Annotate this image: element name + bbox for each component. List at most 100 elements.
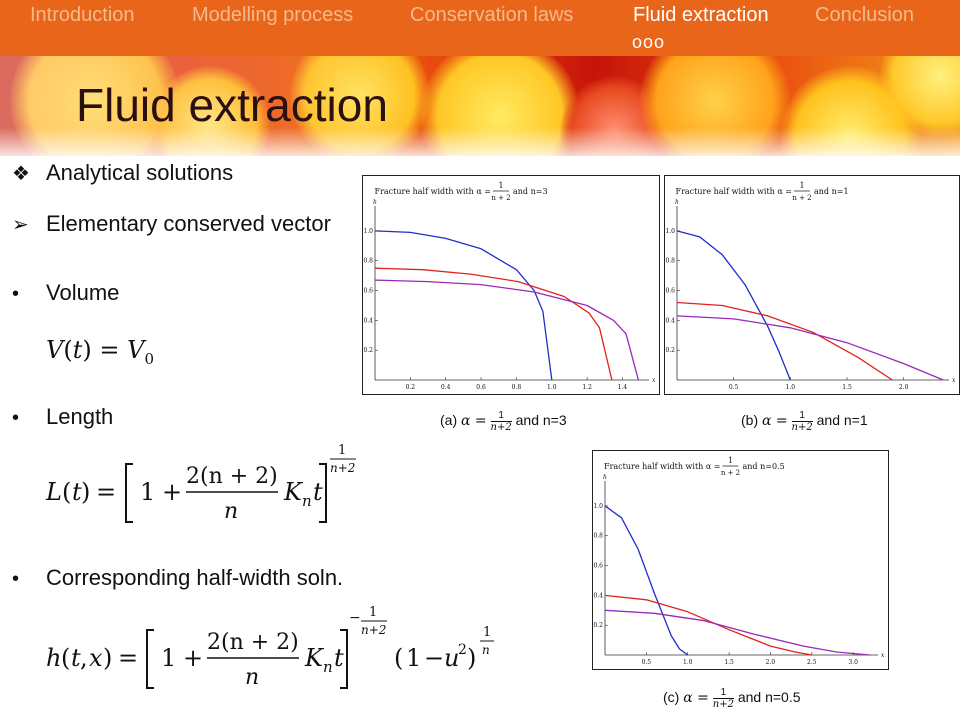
bullet-label: Volume (46, 280, 120, 305)
svg-text:x: x (89, 644, 103, 672)
y-tick-label: 1.0 (665, 228, 675, 235)
y-tick-label: 0.4 (593, 592, 603, 599)
x-tick-label: 1.4 (618, 384, 628, 391)
slide-progress-dots: ooo (632, 32, 666, 52)
y-tick-label: 0.2 (363, 347, 373, 354)
chart-title-text: and n=3 (513, 187, 548, 196)
svg-text:n+2: n+2 (330, 461, 355, 475)
series-line-1 (374, 230, 553, 381)
svg-text:(: ( (61, 644, 70, 672)
chart-svg: Fracture half width with α = 1 n + 2 and n… (593, 456, 885, 666)
nav-item-fluid-extraction[interactable]: Fluid extraction (633, 4, 769, 26)
svg-text:−: − (424, 644, 444, 672)
nav-item-introduction[interactable]: Introduction (30, 4, 135, 26)
y-tick-label: 0.4 (363, 317, 373, 324)
bullet-label: Length (46, 404, 114, 429)
chart-title-fraction-num: 1 (799, 181, 804, 190)
y-tick-label: 1.0 (593, 503, 603, 510)
bullet-volume: • Volume (12, 280, 119, 306)
x-tick-label: 1.0 (547, 384, 557, 391)
chart-title: Fracture half width with α = 1 n + 2 and n… (375, 181, 548, 202)
svg-text:): ) (103, 644, 112, 672)
chart-title-text: Fracture half width with α = (676, 187, 792, 196)
svg-text:2: 2 (458, 642, 467, 658)
svg-text:K: K (283, 478, 304, 506)
x-tick-label: 0.8 (512, 384, 522, 391)
nav-item-conservation-laws[interactable]: Conservation laws (410, 4, 574, 26)
svg-text:t: t (313, 478, 323, 506)
y-tick-label: 0.8 (363, 258, 373, 265)
x-tick-label: 0.5 (642, 659, 652, 666)
svg-text:1: 1 (369, 606, 377, 620)
svg-text:1: 1 (161, 644, 176, 672)
y-tick-label: 0.8 (593, 533, 603, 540)
svg-text:): ) (467, 644, 476, 672)
x-tick-label: 0.6 (476, 384, 486, 391)
series-line-2 (676, 301, 893, 381)
y-tick-label: 0.2 (665, 347, 675, 354)
svg-text:=: = (118, 644, 138, 672)
svg-text:u: u (444, 644, 459, 672)
x-tick-label: 2.0 (766, 659, 776, 666)
chart-title-fraction-den: n + 2 (792, 194, 811, 202)
chart-title: Fracture half width with α = 1 n + 2 and n… (604, 456, 785, 477)
nav-item-modelling-process[interactable]: Modelling process (192, 4, 354, 26)
x-tick-label: 2.5 (807, 659, 817, 666)
equation-volume: V(t) = V0 (46, 336, 155, 368)
x-tick-label: 0.4 (441, 384, 451, 391)
chart-title-fraction-num: 1 (498, 181, 503, 190)
y-tick-label: 0.6 (593, 563, 603, 570)
equation-half-width: h ( t , x ) = 1 + 2(n + 2) n K n t − 1 n… (46, 606, 494, 690)
svg-text:L: L (45, 478, 62, 506)
series-line-3 (676, 315, 944, 381)
series-line-2 (374, 267, 613, 381)
svg-text:n: n (224, 499, 238, 524)
series-line-3 (374, 279, 640, 381)
x-axis-label: x (881, 652, 885, 659)
chart-title-fraction-den: n + 2 (721, 469, 740, 477)
svg-text:n: n (302, 492, 312, 510)
svg-text:+: + (162, 478, 182, 506)
chart-title: Fracture half width with α = 1 n + 2 and n… (676, 181, 849, 202)
x-tick-label: 1.5 (724, 659, 734, 666)
x-tick-label: 1.0 (786, 384, 796, 391)
svg-text:n: n (482, 643, 490, 657)
svg-text:1: 1 (406, 644, 421, 672)
svg-text:−: − (349, 610, 361, 626)
svg-text:(: ( (62, 478, 71, 506)
y-axis-label: h (675, 199, 679, 206)
svg-text:(: ( (394, 644, 403, 672)
x-tick-label: 0.2 (406, 384, 416, 391)
series-line-1 (604, 505, 689, 656)
y-axis-label: h (603, 474, 607, 481)
svg-text:1: 1 (140, 478, 155, 506)
y-tick-label: 0.6 (665, 288, 675, 295)
x-tick-label: 0.5 (729, 384, 739, 391)
plot-b-n1: Fracture half width with α = 1 n + 2 and n… (664, 175, 960, 395)
plot-c-n05: Fracture half width with α = 1 n + 2 and n… (592, 450, 889, 670)
arrow-bullet-icon: ➢ (12, 214, 29, 236)
x-tick-label: 3.0 (848, 659, 858, 666)
nav-item-conclusion[interactable]: Conclusion (815, 4, 914, 26)
x-tick-label: 1.2 (582, 384, 592, 391)
series-line-2 (604, 594, 812, 656)
y-tick-label: 0.2 (593, 622, 603, 629)
series-line-1 (676, 230, 791, 381)
chart-title-fraction-num: 1 (728, 456, 733, 465)
bullet-label: Analytical solutions (46, 160, 234, 185)
y-tick-label: 0.4 (665, 317, 675, 324)
svg-text:n: n (245, 665, 259, 690)
bullet-length: • Length (12, 404, 113, 430)
x-tick-label: 1.5 (842, 384, 852, 391)
series-line-3 (604, 609, 870, 656)
chart-svg: Fracture half width with α = 1 n + 2 and n… (363, 181, 656, 391)
bullet-elementary-conserved-vector: ➢ Elementary conserved vector (12, 211, 331, 237)
chart-svg: Fracture half width with α = 1 n + 2 and n… (665, 181, 956, 391)
section-nav-bar: Introduction Modelling process Conservat… (0, 0, 960, 56)
x-axis-label: x (652, 377, 656, 384)
svg-text:2(n + 2): 2(n + 2) (207, 630, 299, 655)
x-tick-label: 2.0 (899, 384, 909, 391)
slide-title: Fluid extraction (76, 79, 388, 131)
dot-bullet-icon: • (12, 407, 20, 429)
svg-text:=: = (96, 478, 116, 506)
